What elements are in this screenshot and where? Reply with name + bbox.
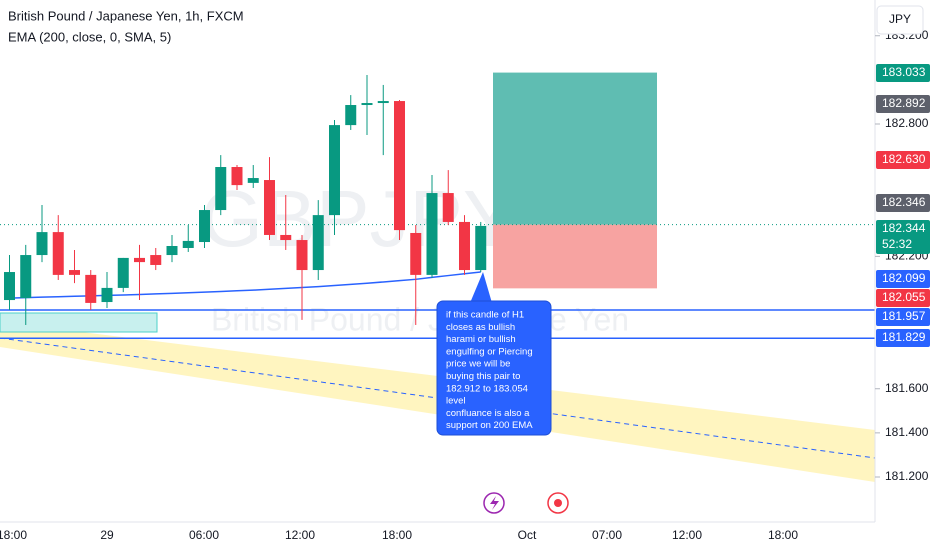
- candle-body: [377, 101, 389, 104]
- candle-body: [85, 274, 97, 303]
- candle-body: [442, 193, 454, 222]
- note-box: [436, 300, 552, 436]
- price-label: 181.829: [882, 330, 926, 344]
- candle-body: [36, 232, 48, 256]
- price-label-box: [876, 151, 930, 169]
- candle-body: [312, 215, 324, 271]
- candle-body: [52, 232, 64, 275]
- x-tick-label: Oct: [518, 528, 537, 542]
- price-label: 182.055: [882, 290, 926, 304]
- price-label: 182.630: [882, 152, 926, 166]
- candle-body: [296, 240, 308, 271]
- y-tick-label: 181.400: [885, 425, 929, 439]
- candle-body: [69, 270, 80, 275]
- event-icon-bolt: [490, 496, 499, 510]
- note-line: 182.912 to 183.054: [446, 383, 528, 394]
- candle-body: [361, 103, 373, 106]
- candle-body: [345, 105, 357, 126]
- candle-body: [182, 240, 194, 248]
- candle-body: [475, 225, 487, 271]
- candle-body: [101, 287, 113, 303]
- note-line: confluance is also a: [446, 408, 530, 419]
- watermark-desc: British Pound / Japanese Yen: [211, 301, 629, 337]
- currency-button[interactable]: [876, 5, 924, 35]
- x-tick-label: 06:00: [189, 528, 219, 542]
- note-line: support on 200 EMA: [446, 420, 533, 431]
- x-tick-label: 29: [100, 528, 114, 542]
- x-tick-label: 12:00: [672, 528, 702, 542]
- note-line: if this candle of H1: [446, 310, 524, 321]
- y-tick-label: 181.600: [885, 381, 929, 395]
- x-tick-label: 12:00: [285, 528, 315, 542]
- candle-body: [394, 101, 405, 231]
- note-line: engulfing or Piercing: [446, 346, 533, 357]
- y-tick-label: 182.800: [885, 116, 929, 130]
- price-label: 182.892: [882, 96, 926, 110]
- candle-body: [150, 255, 162, 265]
- candle-body: [264, 180, 275, 235]
- price-label-box: [876, 95, 930, 113]
- x-tick-label: 18:00: [768, 528, 798, 542]
- note-line: harami or bullish: [446, 334, 516, 345]
- candle-body: [199, 210, 210, 243]
- price-label-box: [876, 308, 930, 326]
- countdown: 52:32: [882, 237, 912, 251]
- price-label-box: [876, 270, 930, 288]
- candle-body: [329, 125, 340, 216]
- candle-body: [20, 255, 32, 299]
- candle-body: [231, 167, 243, 186]
- loss-zone: [493, 224, 657, 289]
- plot: [0, 72, 875, 339]
- candle-body: [247, 178, 259, 183]
- note-line: closes as bullish: [446, 322, 515, 333]
- chart-title: British Pound / Japanese Yen, 1h, FXCM: [8, 8, 244, 23]
- x-tick-label: 18:00: [382, 528, 412, 542]
- profit-zone: [493, 72, 657, 225]
- note-pointer: [470, 272, 492, 303]
- candle-body: [117, 257, 129, 288]
- currency[interactable]: JPY: [889, 12, 911, 26]
- x-tick-label: 07:00: [592, 528, 622, 542]
- candle-body: [215, 167, 227, 211]
- note-line: price we will be: [446, 359, 510, 370]
- y-tick-label: 181.200: [885, 469, 929, 483]
- price-label-box: [876, 289, 930, 307]
- candle-body: [280, 234, 292, 241]
- note-line: level: [446, 396, 466, 407]
- candle-body: [134, 257, 145, 263]
- indicator-legend: EMA (200, close, 0, SMA, 5): [8, 29, 171, 44]
- candle-body: [4, 272, 15, 301]
- event-icon-dot: [554, 499, 562, 507]
- price-label-box: [876, 220, 930, 254]
- price-label-box: [876, 329, 930, 347]
- price-label-box: [876, 64, 930, 82]
- price-label: 182.346: [882, 195, 926, 209]
- price-label: 182.099: [882, 271, 926, 285]
- candle-body: [166, 245, 178, 256]
- y-axis: 183.200182.800182.200181.600181.400181.2…: [875, 28, 930, 483]
- price-label: 183.033: [882, 65, 926, 79]
- price-label: 181.957: [882, 309, 926, 323]
- x-tick-label: 18:00: [0, 528, 27, 542]
- candle-body: [410, 232, 422, 275]
- candle-body: [459, 221, 470, 271]
- note-line: buying this pair to: [446, 371, 520, 382]
- price-label: 182.344: [882, 221, 926, 235]
- candle-body: [426, 193, 438, 275]
- price-label-box: [876, 194, 930, 212]
- zone: [0, 312, 158, 333]
